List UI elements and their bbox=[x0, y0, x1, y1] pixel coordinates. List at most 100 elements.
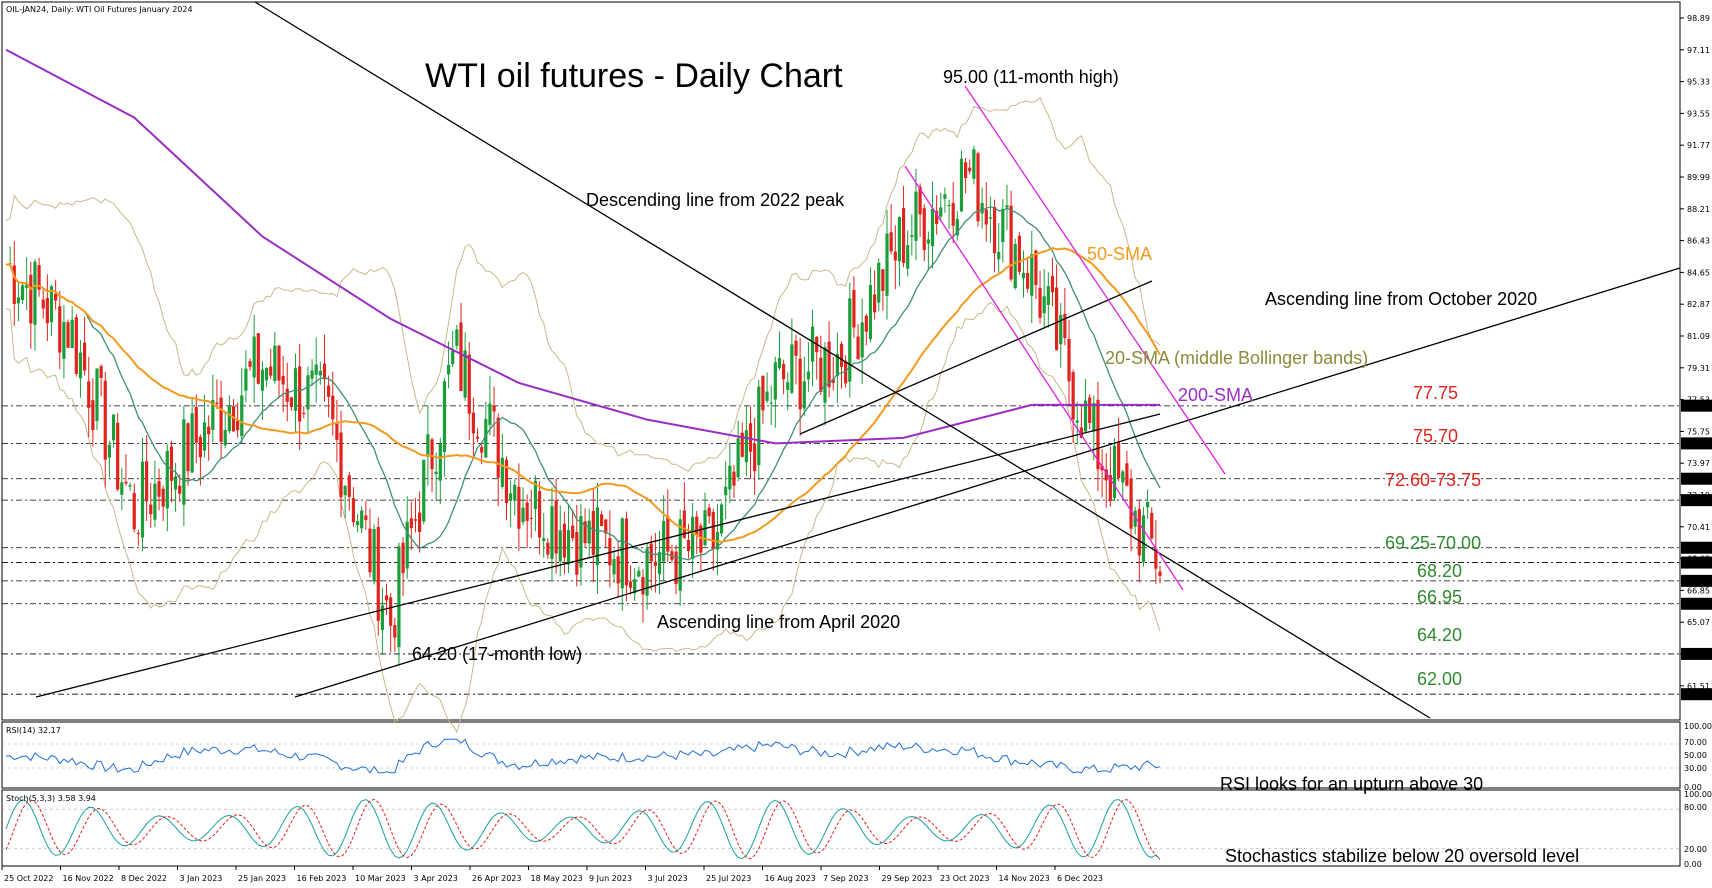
symbol-line: OIL-JAN24, Daily: WTI Oil Futures Januar… bbox=[6, 5, 193, 14]
candle-body bbox=[670, 551, 674, 560]
candle-body bbox=[285, 388, 289, 402]
channel-lower-line bbox=[904, 165, 1184, 591]
candle-body bbox=[765, 391, 769, 401]
candle-body bbox=[20, 285, 25, 301]
date-tick-label: 16 Feb 2023 bbox=[297, 874, 347, 883]
candle-body bbox=[1054, 287, 1059, 351]
stoch-note: Stochastics stabilize below 20 oversold … bbox=[1225, 846, 1579, 866]
candle-body bbox=[1026, 272, 1030, 289]
candle-body bbox=[273, 345, 277, 382]
price-tick-label: 93.55 bbox=[1687, 109, 1710, 118]
candle-body bbox=[467, 354, 471, 414]
candle-body bbox=[753, 443, 757, 472]
candle-body bbox=[810, 326, 815, 362]
annotation-descending-2022: Descending line from 2022 peak bbox=[586, 190, 845, 210]
candle-body bbox=[703, 510, 707, 546]
candle-body bbox=[546, 542, 550, 555]
candle-body bbox=[327, 385, 331, 397]
candle-body bbox=[178, 485, 182, 494]
candle-body bbox=[868, 284, 873, 340]
annotation-ascending-apr2020: Ascending line from April 2020 bbox=[657, 612, 900, 632]
candle-body bbox=[124, 481, 128, 484]
stoch-tick-80: 80.00 bbox=[1684, 803, 1707, 812]
candle-body bbox=[930, 208, 935, 247]
candle-body bbox=[1042, 296, 1046, 314]
candle-body bbox=[343, 486, 347, 496]
level-label-72-60-73-75: 72.60-73.75 bbox=[1385, 470, 1481, 490]
candle-body bbox=[744, 430, 748, 463]
candle-body bbox=[1005, 205, 1009, 208]
candle-body bbox=[914, 191, 918, 241]
candle-body bbox=[29, 274, 33, 324]
price-tick-label: 95.33 bbox=[1687, 78, 1710, 87]
level-label-66-95: 66.95 bbox=[1417, 587, 1462, 607]
candle-body bbox=[190, 413, 194, 473]
candle-body bbox=[45, 298, 49, 324]
candle-body bbox=[91, 400, 95, 431]
candle-body bbox=[761, 375, 765, 411]
candle-body bbox=[699, 525, 703, 553]
candle-body bbox=[633, 579, 637, 594]
rsi-lines bbox=[2, 738, 1680, 774]
candle-body bbox=[41, 299, 45, 309]
candle-body bbox=[418, 512, 422, 532]
date-tick-label: 23 Oct 2023 bbox=[940, 874, 989, 883]
candle-body bbox=[430, 439, 434, 470]
candle-body bbox=[897, 216, 902, 262]
candle-body bbox=[612, 559, 616, 575]
candle-body bbox=[674, 551, 678, 585]
candle-body bbox=[1100, 465, 1104, 471]
candle-body bbox=[116, 422, 120, 490]
price-axis: 98.89 97.11 95.33 93.55 91.77 89.99 88.21 86.43… bbox=[1680, 14, 1712, 701]
price-tag bbox=[1681, 647, 1712, 660]
price-tag-label: 64.20 bbox=[1683, 650, 1706, 659]
candle-body bbox=[1121, 471, 1125, 483]
candle-body bbox=[988, 217, 993, 219]
candle-body bbox=[227, 406, 231, 432]
candle-body bbox=[1017, 235, 1021, 272]
candle-body bbox=[521, 507, 525, 523]
candle-body bbox=[1083, 400, 1088, 432]
candle-body bbox=[165, 450, 169, 509]
candle-body bbox=[231, 406, 236, 432]
candle-body bbox=[331, 395, 335, 420]
candle-body bbox=[757, 386, 761, 466]
candle-body bbox=[480, 447, 484, 453]
candle-body bbox=[637, 570, 641, 577]
date-tick-label: 9 Jun 2023 bbox=[589, 874, 632, 883]
candle-body bbox=[455, 329, 459, 346]
candle-body bbox=[976, 153, 980, 222]
price-tag-label: 75.70 bbox=[1683, 439, 1706, 448]
candle-body bbox=[202, 422, 207, 451]
candle-body bbox=[260, 369, 265, 391]
date-tick-label: 16 Aug 2023 bbox=[765, 874, 816, 883]
candle-body bbox=[790, 344, 794, 393]
candle-body bbox=[587, 520, 591, 544]
candle-body bbox=[318, 370, 322, 376]
candle-body bbox=[562, 523, 566, 558]
candle-body bbox=[1009, 205, 1013, 280]
candle-body bbox=[575, 532, 579, 575]
chart-title: WTI oil futures - Daily Chart bbox=[425, 57, 843, 95]
candle-body bbox=[422, 459, 426, 522]
candle-body bbox=[662, 521, 666, 562]
candle-body bbox=[161, 488, 165, 507]
candle-body bbox=[885, 233, 889, 296]
price-tag bbox=[1681, 494, 1712, 507]
candle-body bbox=[459, 322, 463, 392]
candle-body bbox=[496, 417, 500, 478]
candle-body bbox=[322, 363, 327, 380]
moving-averages bbox=[5, 48, 1161, 561]
candle-body bbox=[173, 476, 178, 490]
date-tick-label: 25 Oct 2022 bbox=[4, 874, 53, 883]
candle-body bbox=[136, 532, 140, 534]
candle-body bbox=[1158, 571, 1162, 576]
price-tag bbox=[1681, 472, 1712, 485]
candle-body bbox=[806, 371, 811, 380]
candle-body bbox=[215, 402, 219, 405]
candle-body bbox=[550, 506, 554, 560]
candle-body bbox=[368, 528, 372, 573]
candle-body bbox=[786, 382, 790, 390]
candle-body bbox=[186, 423, 190, 472]
price-tag bbox=[1681, 399, 1712, 412]
